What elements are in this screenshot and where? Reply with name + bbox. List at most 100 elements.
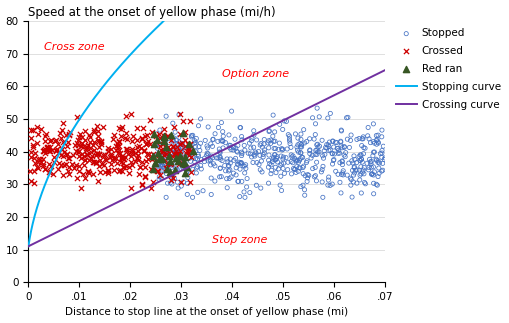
Stopped bbox=[295, 165, 303, 170]
Stopped bbox=[154, 168, 162, 173]
Stopped bbox=[246, 151, 254, 156]
Crossed bbox=[133, 125, 141, 130]
Crossed bbox=[147, 166, 155, 171]
Stopping curve bbox=[57, 151, 63, 154]
Stopped bbox=[203, 152, 211, 158]
Stopped bbox=[339, 172, 347, 177]
Crossed bbox=[138, 159, 147, 164]
Stopped bbox=[360, 165, 368, 170]
Crossed bbox=[73, 175, 81, 180]
Stopped bbox=[206, 158, 214, 163]
Crossed bbox=[27, 135, 35, 141]
Stopped bbox=[350, 164, 358, 169]
Crossed bbox=[162, 145, 170, 151]
Stopped bbox=[299, 182, 307, 188]
Crossed bbox=[85, 133, 93, 138]
Stopped bbox=[294, 160, 302, 165]
Crossed bbox=[49, 172, 58, 177]
Stopped bbox=[163, 181, 172, 186]
Stopped bbox=[219, 139, 227, 144]
Crossed bbox=[52, 147, 60, 152]
Stopped bbox=[348, 194, 356, 200]
Red ran bbox=[150, 142, 158, 147]
Stopped bbox=[353, 167, 361, 172]
Stopped bbox=[318, 138, 326, 143]
Crossed bbox=[84, 157, 93, 162]
Stopped bbox=[211, 163, 219, 169]
Crossed bbox=[100, 157, 108, 162]
Red ran bbox=[183, 165, 191, 170]
Crossed bbox=[95, 151, 103, 156]
Crossed bbox=[46, 138, 54, 143]
Crossed bbox=[33, 124, 41, 130]
Stopped bbox=[171, 147, 179, 152]
Crossed bbox=[173, 151, 181, 157]
Stopped bbox=[301, 173, 309, 178]
Stopped bbox=[181, 154, 189, 159]
Stopped bbox=[375, 165, 383, 171]
Stopped bbox=[294, 142, 302, 147]
Stopped bbox=[365, 165, 373, 170]
Stopped bbox=[173, 150, 181, 155]
Stopped bbox=[347, 138, 355, 143]
Stopped bbox=[310, 174, 319, 179]
Crossed bbox=[76, 131, 84, 137]
Stopped bbox=[350, 172, 358, 178]
Stopped bbox=[154, 162, 162, 167]
Stopped bbox=[333, 146, 341, 151]
Crossed bbox=[41, 166, 49, 171]
Crossed bbox=[93, 151, 101, 156]
Stopped bbox=[221, 140, 230, 145]
Stopped bbox=[158, 162, 166, 168]
Stopped bbox=[189, 154, 197, 159]
Stopped bbox=[324, 116, 332, 121]
Crossed bbox=[118, 124, 126, 129]
Stopped bbox=[321, 152, 329, 157]
Crossed bbox=[94, 179, 102, 184]
Stopped bbox=[228, 109, 236, 114]
Crossed bbox=[137, 136, 146, 141]
Crossed bbox=[39, 148, 47, 153]
Crossed bbox=[127, 185, 135, 190]
Stopped bbox=[371, 141, 379, 146]
Stopped bbox=[367, 165, 375, 170]
Stopped bbox=[291, 156, 299, 161]
Stopped bbox=[361, 146, 369, 151]
Stopped bbox=[296, 156, 304, 161]
Stopped bbox=[339, 168, 347, 173]
Crossed bbox=[94, 137, 102, 142]
Stopped bbox=[334, 146, 342, 151]
Crossed bbox=[74, 149, 82, 154]
Crossed bbox=[59, 120, 67, 125]
Red ran bbox=[160, 133, 168, 138]
Stopped bbox=[256, 153, 264, 158]
Stopped bbox=[337, 140, 345, 145]
Stopped bbox=[265, 129, 273, 134]
Stopped bbox=[279, 166, 287, 171]
Stopped bbox=[253, 160, 261, 165]
Crossed bbox=[89, 142, 97, 148]
Crossed bbox=[163, 134, 171, 139]
Crossed bbox=[156, 135, 164, 141]
Stopped bbox=[316, 144, 324, 149]
Crossed bbox=[87, 156, 95, 161]
Stopped bbox=[347, 182, 355, 188]
Crossed bbox=[169, 175, 177, 180]
Stopped bbox=[260, 150, 268, 155]
Stopped bbox=[372, 133, 380, 138]
Crossed bbox=[123, 149, 131, 154]
Crossed bbox=[77, 185, 85, 190]
Stopped bbox=[287, 145, 295, 150]
Stopped bbox=[378, 148, 386, 153]
Crossed bbox=[50, 138, 59, 143]
Stopped bbox=[356, 152, 364, 158]
Red ran bbox=[155, 156, 163, 162]
Crossed bbox=[135, 172, 143, 177]
Crossed bbox=[81, 158, 89, 163]
Stopped bbox=[332, 169, 340, 174]
Stopped bbox=[208, 144, 216, 149]
Stopped bbox=[370, 181, 378, 186]
Stopped bbox=[181, 149, 189, 154]
Stopped bbox=[219, 134, 228, 139]
Stopped bbox=[271, 129, 279, 134]
